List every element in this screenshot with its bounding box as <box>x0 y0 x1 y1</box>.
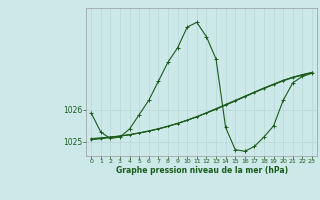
X-axis label: Graphe pression niveau de la mer (hPa): Graphe pression niveau de la mer (hPa) <box>116 166 288 175</box>
